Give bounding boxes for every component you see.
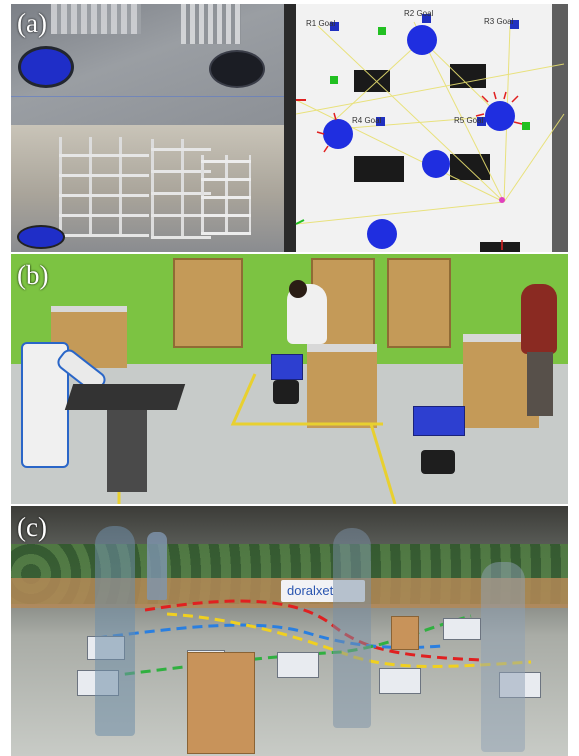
person-white-shirt-head — [289, 280, 307, 298]
basket-robot-1-base — [273, 380, 299, 404]
map-label-r5: R5 Goal — [454, 116, 484, 125]
panel-a-label: (a) — [17, 8, 47, 38]
robot-navigation-map: R1 Goal R2 Goal R3 Goal R4 Goal R5 Goal — [284, 4, 568, 252]
basket-robot-1 — [271, 354, 303, 380]
overhead-robot-photo — [11, 4, 284, 125]
panel-c: doralxet (c) — [11, 506, 568, 756]
work-table-base — [107, 410, 147, 492]
person-plaid-shirt-legs — [527, 352, 553, 416]
panel-b-label: (b) — [17, 260, 49, 290]
basket-robot-2 — [413, 406, 465, 436]
walking-person-blurred — [95, 526, 135, 736]
robot-trajectories — [92, 599, 532, 680]
basket-robot-2-base — [421, 450, 455, 474]
counter-center — [307, 344, 377, 428]
warehouse-shelves-photo — [11, 125, 284, 252]
work-table — [64, 384, 186, 410]
cardboard-box-small — [391, 616, 419, 650]
panel-a: R1 Goal R2 Goal R3 Goal R4 Goal R5 Goal … — [11, 4, 568, 252]
panel-b: (b) — [11, 254, 568, 504]
event-logo-text: doralxet — [287, 583, 334, 598]
mobile-robot — [443, 618, 481, 640]
map-label-r3: R3 Goal — [484, 17, 514, 26]
door-right — [387, 258, 451, 348]
mobile-robot — [277, 652, 319, 678]
mobile-robot — [379, 668, 421, 694]
panel-c-label: (c) — [17, 512, 47, 542]
door-left — [173, 258, 243, 348]
walking-person-blurred — [481, 562, 525, 752]
standing-person — [147, 532, 167, 600]
map-label-r4: R4 Goal — [352, 116, 382, 125]
cardboard-box — [187, 652, 255, 754]
map-label-r2: R2 Goal — [404, 9, 434, 18]
person-plaid-shirt — [521, 284, 557, 354]
walking-person-blurred — [333, 528, 371, 728]
map-svg — [284, 4, 568, 252]
map-label-r1: R1 Goal — [306, 19, 336, 28]
